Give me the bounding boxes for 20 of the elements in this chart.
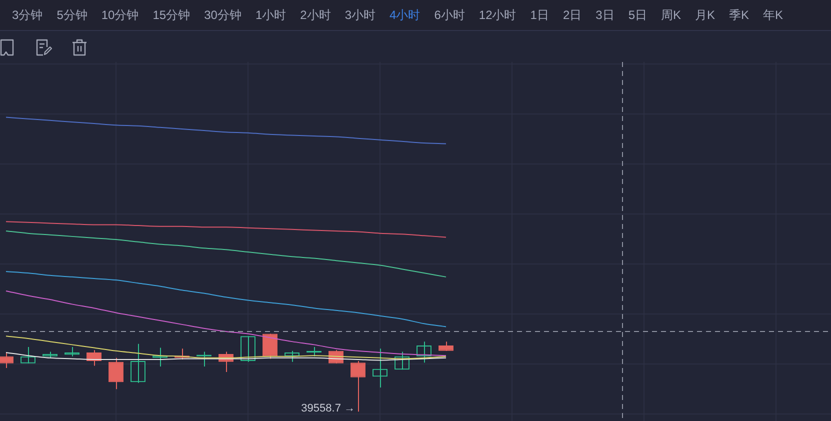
text: 4小时 [390,6,420,24]
text: 6小时 [434,6,465,24]
text: 3分钟 [12,6,43,24]
text: 1小时 [255,6,286,24]
text: 30分钟 [204,6,242,24]
text: 2日 [562,6,582,24]
text: 季K [729,6,750,24]
text: 1日 [530,6,549,24]
text: 月K [695,6,716,24]
text: 2小时 [300,6,331,24]
text: 周K [661,6,682,24]
text: 5分钟 [56,6,88,24]
text: 10分钟 [101,6,139,24]
text: 3日 [596,6,614,24]
text: 12小时 [478,6,516,24]
text: 5日 [628,6,647,24]
annotation: 39558.7 → [301,402,355,415]
text: 年K [763,6,784,24]
text: 3小时 [344,6,376,24]
text: 15分钟 [152,6,190,24]
